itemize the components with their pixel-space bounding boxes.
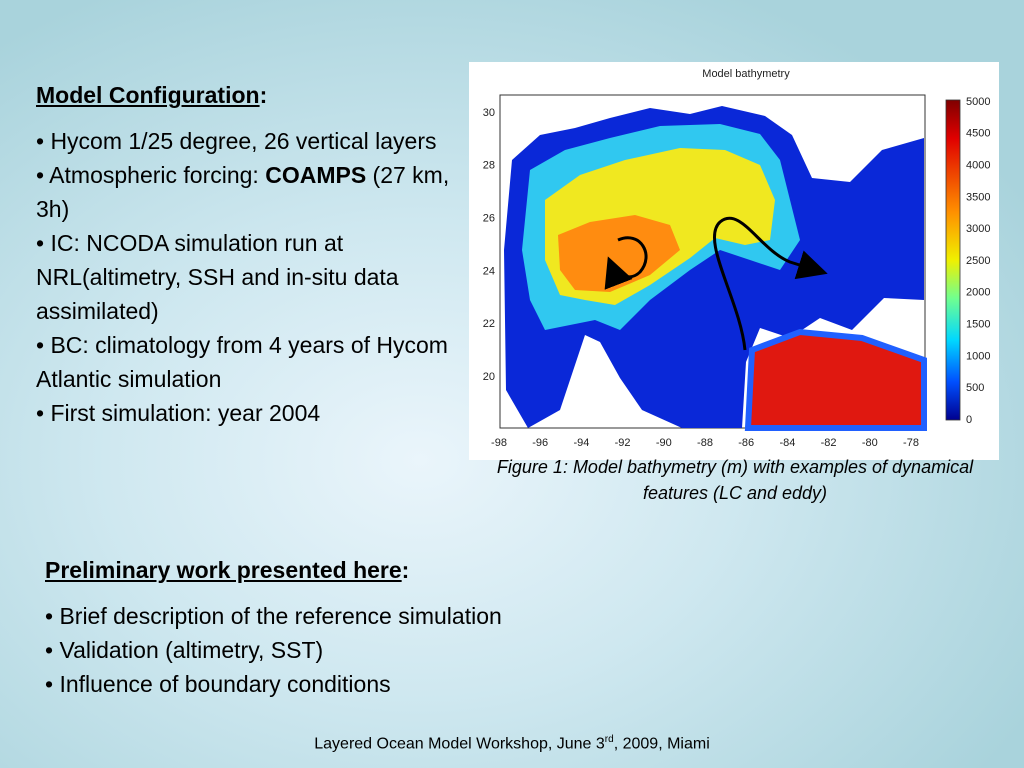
bullet: • Influence of boundary conditions xyxy=(45,671,391,697)
bullet-text: • BC: climatology from 4 years of Hycom … xyxy=(36,332,448,392)
heading-text: Preliminary work presented here xyxy=(45,557,402,583)
bullet: • IC: NCODA simulation run at NRL(altime… xyxy=(36,226,451,328)
bullet-text: • Hycom 1/25 degree, 26 vertical layers xyxy=(36,128,437,154)
lat-tick-label: 28 xyxy=(483,160,495,172)
lon-tick-label: -94 xyxy=(573,437,589,449)
bullet: • First simulation: year 2004 xyxy=(36,396,451,430)
colorbar xyxy=(945,99,961,421)
tick-labels: 30 28 26 24 22 20 -98 -96 -94 -92 -90 -88 -86 -84 -82 -… xyxy=(483,96,991,449)
bullet: • Validation (altimetry, SST) xyxy=(45,637,324,663)
abyssal-plain xyxy=(558,215,680,292)
bullet-text: • First simulation: year 2004 xyxy=(36,400,321,426)
bullet: • BC: climatology from 4 years of Hycom … xyxy=(36,328,451,396)
heading-text: Model Configuration xyxy=(36,82,260,108)
lat-tick-label: 30 xyxy=(483,107,495,119)
lon-tick-label: -84 xyxy=(779,437,795,449)
eddy-arrow xyxy=(604,236,648,290)
colorbar-tick-label: 0 xyxy=(966,414,972,426)
footer-text: Layered Ocean Model Workshop, June 3 xyxy=(314,735,605,753)
lat-tick-label: 22 xyxy=(483,318,495,330)
colorbar-tick-label: 4000 xyxy=(966,160,990,172)
bathymetry-figure: Model bathymetry 30 28 26 24 22 20 -98 -96 -94 -9… xyxy=(469,62,999,460)
config-section: Model Configuration: • Hycom 1/25 degree… xyxy=(36,78,451,430)
lon-tick-label: -90 xyxy=(656,437,672,449)
bullet-text: • Atmospheric forcing: xyxy=(36,162,266,188)
bullet: • Brief description of the reference sim… xyxy=(45,603,502,629)
footer-text: , 2009, Miami xyxy=(613,735,710,753)
lon-tick-label: -96 xyxy=(532,437,548,449)
lon-tick-label: -80 xyxy=(862,437,878,449)
colorbar-tick-label: 5000 xyxy=(966,96,990,108)
bullet-text: • IC: NCODA simulation run at NRL(altime… xyxy=(36,230,399,324)
work-section: Preliminary work presented here: • Brief… xyxy=(45,553,685,701)
figure-title: Model bathymetry xyxy=(702,68,790,80)
lat-tick-label: 20 xyxy=(483,371,495,383)
map xyxy=(499,94,961,431)
footer: Layered Ocean Model Workshop, June 3rd, … xyxy=(0,734,1024,753)
colorbar-tick-label: 3500 xyxy=(966,191,990,203)
lon-tick-label: -98 xyxy=(491,437,507,449)
work-heading: Preliminary work presented here: xyxy=(45,553,685,587)
bullet-text: COAMPS xyxy=(265,162,367,188)
figure-caption: Figure 1: Model bathymetry (m) with exam… xyxy=(496,457,974,503)
lon-tick-label: -86 xyxy=(738,437,754,449)
heading-suffix: : xyxy=(401,557,410,583)
colorbar-tick-label: 4500 xyxy=(966,128,990,140)
config-heading: Model Configuration: xyxy=(36,78,451,112)
heading-suffix: : xyxy=(259,82,268,108)
lon-tick-label: -88 xyxy=(697,437,713,449)
lon-tick-label: -78 xyxy=(903,437,919,449)
bullet-text: (27 km, 3h) xyxy=(36,162,450,222)
colorbar-tick-label: 500 xyxy=(966,382,984,394)
bullet: • Atmospheric forcing: COAMPS (27 km, 3h… xyxy=(36,158,451,226)
bullet-list: • Hycom 1/25 degree, 26 vertical layers •… xyxy=(36,124,451,430)
lon-tick-label: -92 xyxy=(615,437,631,449)
loop-current-arrow xyxy=(713,216,828,351)
colorbar-tick-label: 2500 xyxy=(966,255,990,267)
bullet-list: • Brief description of the reference sim… xyxy=(45,599,685,701)
lat-tick-label: 26 xyxy=(483,213,495,225)
lat-tick-label: 24 xyxy=(483,265,495,277)
footer-sup: rd xyxy=(604,734,614,745)
lon-tick-label: -82 xyxy=(821,437,837,449)
colorbar-tick-label: 3000 xyxy=(966,223,990,235)
colorbar-tick-label: 2000 xyxy=(966,287,990,299)
colorbar-tick-label: 1000 xyxy=(966,350,990,362)
colorbar-tick-label: 1500 xyxy=(966,319,990,331)
bullet: • Hycom 1/25 degree, 26 vertical layers xyxy=(36,124,451,158)
caribbean xyxy=(744,328,927,431)
